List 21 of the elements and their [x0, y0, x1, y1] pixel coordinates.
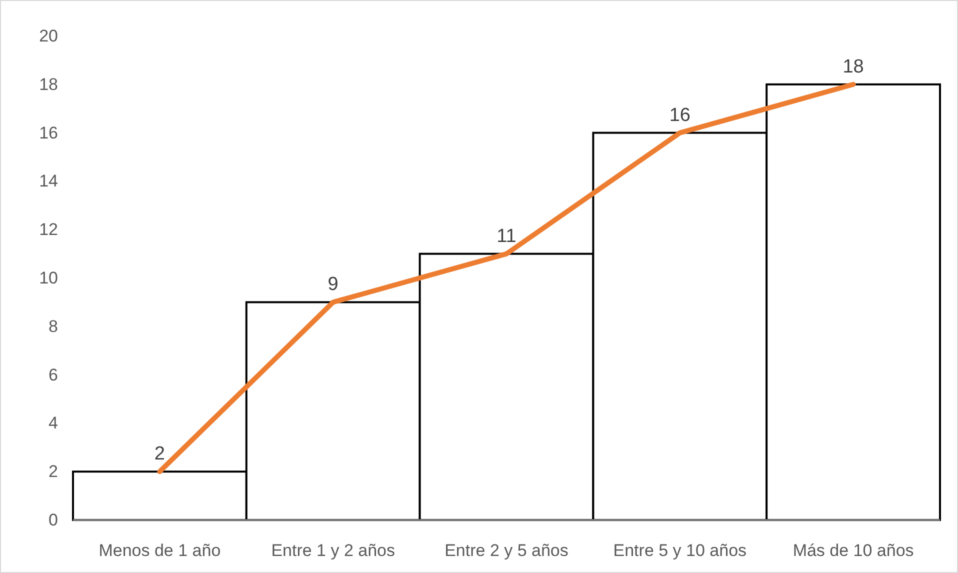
x-tick-label: Menos de 1 año — [98, 541, 221, 560]
data-label: 2 — [154, 444, 165, 465]
y-tick-label: 16 — [39, 123, 58, 142]
x-tick-label: Entre 5 y 10 años — [613, 541, 747, 560]
x-tick-label: Más de 10 años — [792, 541, 914, 560]
y-tick-label: 12 — [39, 220, 58, 240]
data-label: 11 — [496, 226, 516, 247]
y-tick-label: 4 — [48, 414, 58, 433]
y-tick-label: 2 — [48, 462, 58, 482]
y-tick-label: 10 — [39, 268, 58, 288]
y-tick-label: 0 — [48, 510, 58, 530]
y-tick-label: 8 — [48, 316, 58, 336]
y-tick-label: 18 — [39, 74, 58, 94]
data-label: 16 — [669, 104, 690, 126]
x-tick-label: Entre 1 y 2 años — [271, 541, 396, 560]
y-tick-label: 20 — [39, 26, 58, 46]
data-label: 18 — [842, 56, 864, 78]
data-label: 9 — [328, 274, 338, 296]
y-tick-label: 6 — [48, 365, 58, 384]
y-tick-label: 14 — [39, 172, 58, 191]
x-tick-label: Entre 2 y 5 años — [444, 541, 568, 560]
